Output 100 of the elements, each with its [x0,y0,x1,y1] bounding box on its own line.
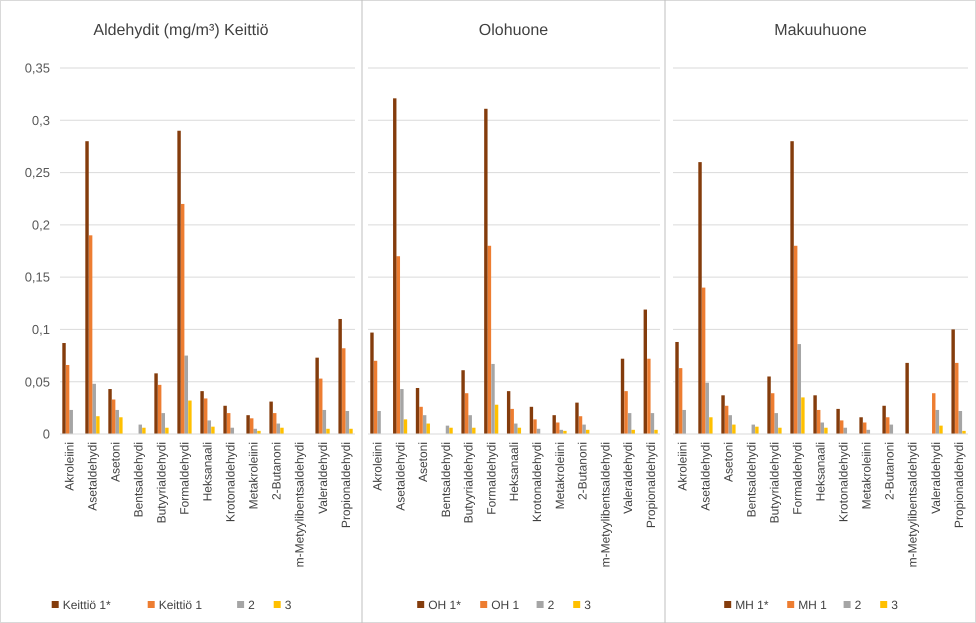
bar [177,130,181,434]
x-tick-label: Asetoni [722,442,736,482]
x-tick-label: Asetaldehydi [698,442,713,511]
bar [112,399,116,434]
bar [706,382,709,434]
y-tick-label: 0,05 [24,374,50,390]
bar [840,420,844,434]
legend-label: Keittiö 1* [62,598,112,612]
bar [165,428,169,434]
bar [721,395,725,434]
y-tick-label: 0,3 [32,112,50,128]
legend-label: 2 [854,598,862,612]
bar [188,400,192,434]
legend-label: 3 [584,598,592,612]
x-tick-label: Heksanaali [200,442,215,502]
bar [88,235,92,434]
x-tick-label: 2-Butanoni [882,442,897,500]
bar [816,410,820,434]
x-tick-label: Propionaldehydi [644,442,658,528]
bar [315,358,319,434]
bar [905,362,909,434]
bar [319,378,322,434]
bar [774,413,778,434]
x-tick-label: Butyyrialdehydi [154,442,169,524]
bar [530,406,534,434]
bar [755,426,759,434]
x-tick-label: Krotonaldehydi [224,442,238,522]
bar [859,417,863,434]
bar [461,370,465,434]
bar [66,364,70,434]
bar [400,389,404,434]
chart-title: Aldehydit (mg/m³) Keittiö [93,22,269,39]
bar [510,408,514,434]
bar [116,410,119,434]
y-tick-label: 0 [42,426,50,442]
bar [794,246,798,434]
bar [932,393,936,434]
bar [204,398,208,434]
bar [709,417,713,434]
x-tick-label: Metakroleiini [860,442,874,510]
bar [208,420,212,434]
bar [813,395,817,434]
x-tick-label: Heksanaali [507,442,522,502]
bar [752,424,755,434]
x-tick-label: Akroleiini [676,442,690,491]
bar [472,428,476,434]
chart-title: Olohuone [478,22,548,39]
y-tick-label: 0,15 [24,270,50,285]
legend-label: MH 1 [798,598,828,612]
bar [824,428,828,434]
legend-label: OH 1* [428,598,462,612]
bar [96,416,100,434]
bar [422,415,426,434]
bar [767,376,771,434]
bar [798,344,802,434]
bar [732,424,736,434]
bar [426,424,430,434]
bar [419,406,423,434]
bar [647,358,651,434]
x-tick-label: m-Metyylibentsaldehydi [292,442,307,568]
x-tick-label: Propionaldehydi [952,442,966,528]
y-tick-label: 0,1 [32,322,50,337]
x-tick-label: Formaldehydi [790,442,805,515]
legend-label: 2 [548,598,555,612]
bar [552,415,556,434]
bar [250,418,254,434]
x-tick-label: Formaldehydi [484,442,498,515]
legend-label: 3 [891,598,898,612]
x-tick-label: Formaldehydi [178,442,192,515]
bar [230,428,234,434]
bar [836,408,840,434]
y-tick-label: 0,25 [24,165,50,180]
bar [678,368,682,434]
bar [820,422,824,434]
bar [770,393,774,434]
x-tick-label: Asetaldehydi [86,442,100,511]
x-tick-label: Asetoni [416,442,430,482]
bar [514,424,518,434]
x-tick-label: Valeraldehydi [316,442,330,514]
legend-label: 3 [284,598,292,612]
x-tick-label: Bentsaldehydi [438,442,453,518]
x-tick-label: Butyyrialdehydi [768,442,782,524]
bar [342,348,346,434]
bar [801,397,805,434]
bar [211,426,215,434]
legend-label: OH 1 [491,598,520,612]
bar [955,362,958,434]
bar [464,393,468,434]
bar [226,413,230,434]
x-tick-label: Valeraldehydi [621,442,636,514]
x-tick-label: m-Metyylibentsaldehydi [598,442,612,568]
legend-label: Keittiö 1 [158,598,202,612]
y-tick-label: 0,35 [24,60,50,76]
bar [886,417,890,434]
x-tick-label: m-Metyylibentsaldehydi [906,442,920,568]
bar [158,384,162,434]
chart-title: Makuuhuone [774,22,867,39]
x-tick-label: Asetoni [108,442,123,482]
bar [184,356,188,434]
x-tick-label: Bentsaldehydi [744,442,759,518]
